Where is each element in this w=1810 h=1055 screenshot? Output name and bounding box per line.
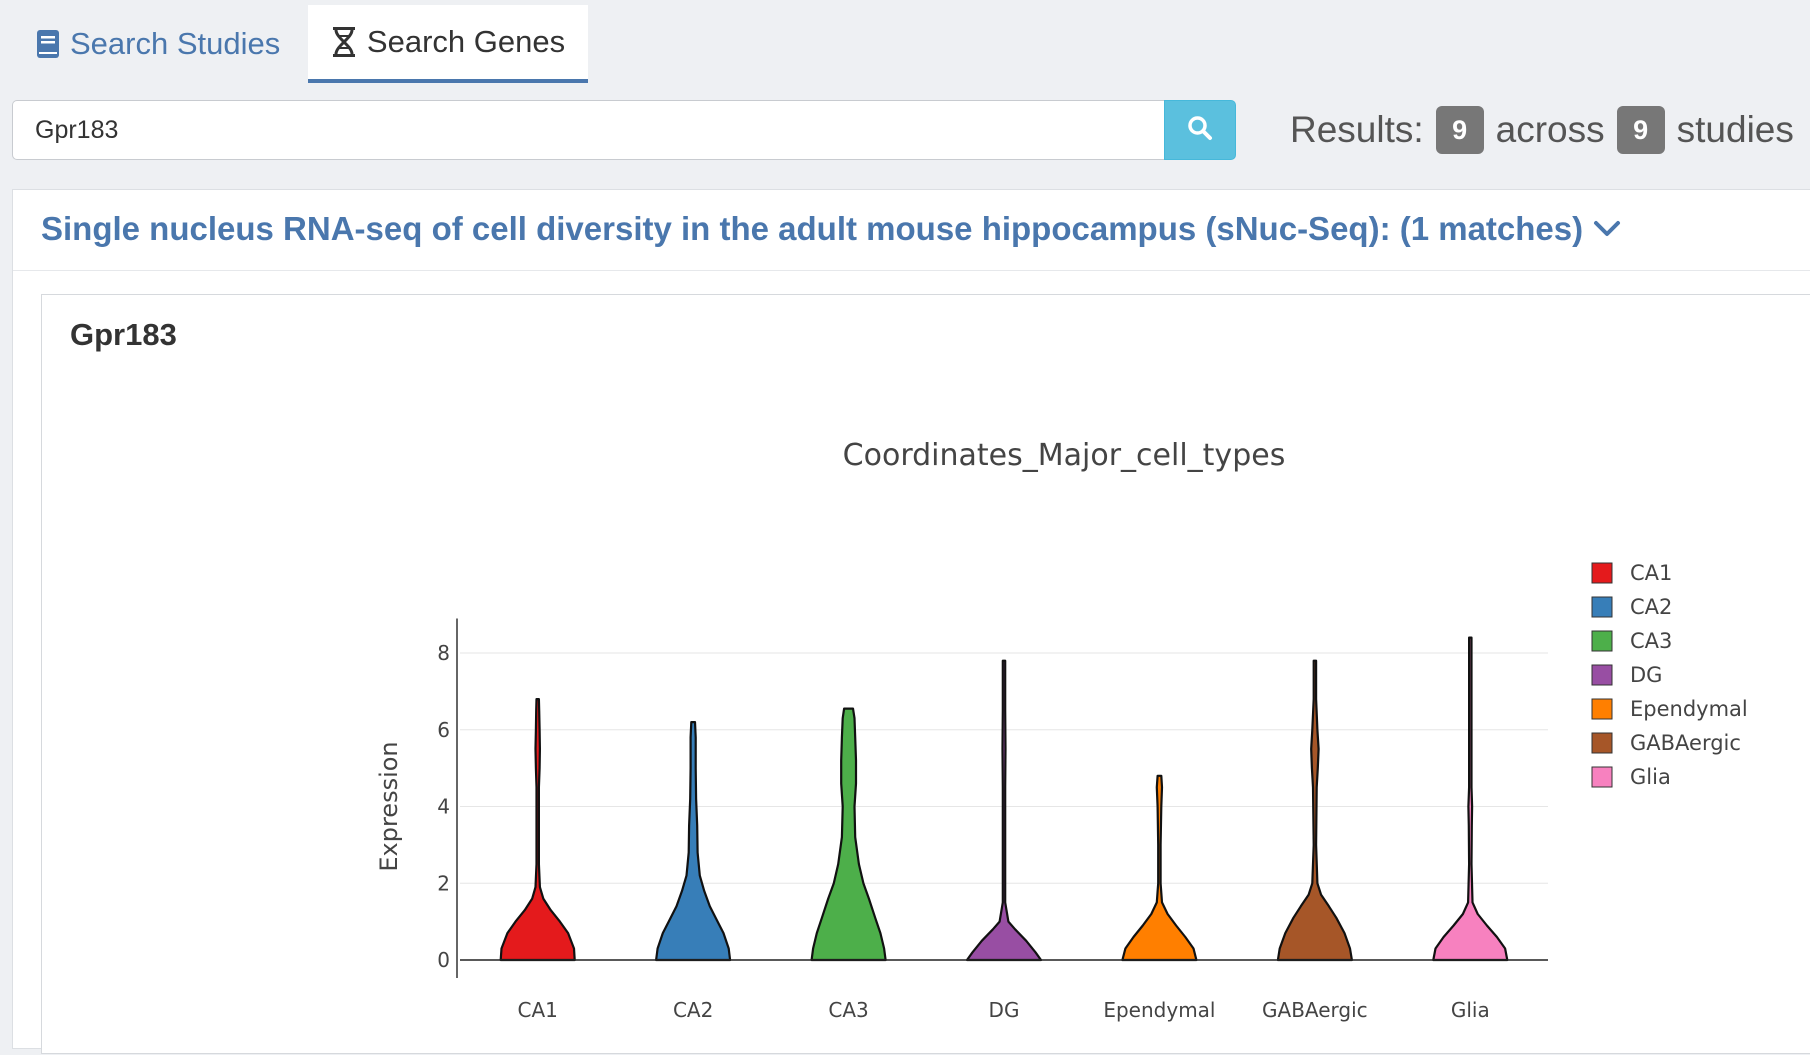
x-tick-label: CA1 bbox=[518, 998, 558, 1022]
x-tick-label: GABAergic bbox=[1262, 998, 1368, 1022]
legend-swatch-ca2 bbox=[1591, 596, 1613, 618]
study-title: Single nucleus RNA-seq of cell diversity… bbox=[41, 210, 1584, 247]
gene-result-panel: Gpr183 Coordinates_Major_cell_types 0 2 4 6 8… bbox=[41, 294, 1810, 1054]
legend-swatch-gabaergic bbox=[1591, 732, 1613, 754]
gene-search-input[interactable] bbox=[12, 100, 1164, 160]
results-count-badge: 9 bbox=[1435, 106, 1484, 154]
x-tick-label: Glia bbox=[1451, 998, 1490, 1022]
gene-name: Gpr183 bbox=[70, 317, 177, 352]
tab-search-studies-label: Search Studies bbox=[70, 26, 281, 61]
violin-gabaergic bbox=[1276, 659, 1353, 962]
results-summary: Results: 9 across 9 studies bbox=[1290, 100, 1794, 160]
legend-label: CA1 bbox=[1630, 561, 1672, 585]
chevron-down-icon bbox=[1593, 219, 1621, 239]
tab-bar: Search Studies Search Genes bbox=[0, 0, 1810, 84]
legend-label: CA2 bbox=[1630, 595, 1672, 619]
legend-swatch-dg bbox=[1591, 664, 1613, 686]
legend-label: DG bbox=[1630, 663, 1662, 687]
book-icon bbox=[36, 29, 60, 59]
tab-search-genes-label: Search Genes bbox=[366, 24, 566, 59]
dna-icon bbox=[331, 26, 357, 58]
study-result-panel: Single nucleus RNA-seq of cell diversity… bbox=[12, 189, 1810, 1054]
legend-label: GABAergic bbox=[1630, 731, 1741, 755]
results-across-label: across bbox=[1495, 109, 1605, 150]
x-tick-label: DG bbox=[989, 998, 1020, 1022]
y-tick-label: 2 bbox=[437, 871, 450, 895]
search-button[interactable] bbox=[1164, 100, 1236, 160]
chart-title: Coordinates_Major_cell_types bbox=[843, 438, 1286, 473]
legend-label: CA3 bbox=[1630, 629, 1672, 653]
violin-chart: Coordinates_Major_cell_types 0 2 4 6 8 Express… bbox=[375, 438, 1748, 1022]
violin-ca3 bbox=[810, 707, 887, 962]
legend-label: Glia bbox=[1630, 765, 1671, 789]
y-axis-label: Expression bbox=[375, 741, 403, 871]
divider bbox=[13, 270, 1810, 271]
tab-search-studies[interactable]: Search Studies bbox=[36, 5, 280, 83]
x-tick-label: CA2 bbox=[673, 998, 713, 1022]
results-studies-label: studies bbox=[1676, 109, 1794, 150]
legend-swatch-ca3 bbox=[1591, 630, 1613, 652]
violin-ca2 bbox=[655, 721, 732, 962]
violin-dg bbox=[965, 659, 1043, 962]
violin-ependymal bbox=[1121, 774, 1198, 962]
legend-swatch-glia bbox=[1591, 766, 1613, 788]
search-icon bbox=[1187, 115, 1213, 146]
legend-swatch-ca1 bbox=[1591, 562, 1613, 584]
legend-swatch-ependymal bbox=[1591, 698, 1613, 720]
y-tick-label: 0 bbox=[437, 948, 450, 972]
y-tick-label: 8 bbox=[437, 641, 450, 665]
x-tick-label: CA3 bbox=[828, 998, 868, 1022]
x-tick-label: Ependymal bbox=[1103, 998, 1215, 1022]
tab-search-genes[interactable]: Search Genes bbox=[308, 5, 588, 83]
study-title-toggle[interactable]: Single nucleus RNA-seq of cell diversity… bbox=[41, 210, 1621, 248]
y-tick-label: 6 bbox=[437, 718, 450, 742]
studies-count-badge: 9 bbox=[1616, 106, 1665, 154]
y-tick-label: 4 bbox=[437, 795, 450, 819]
violin-ca1 bbox=[499, 698, 576, 962]
violin-glia bbox=[1432, 636, 1509, 962]
legend-label: Ependymal bbox=[1630, 697, 1748, 721]
results-label: Results: bbox=[1290, 109, 1424, 150]
